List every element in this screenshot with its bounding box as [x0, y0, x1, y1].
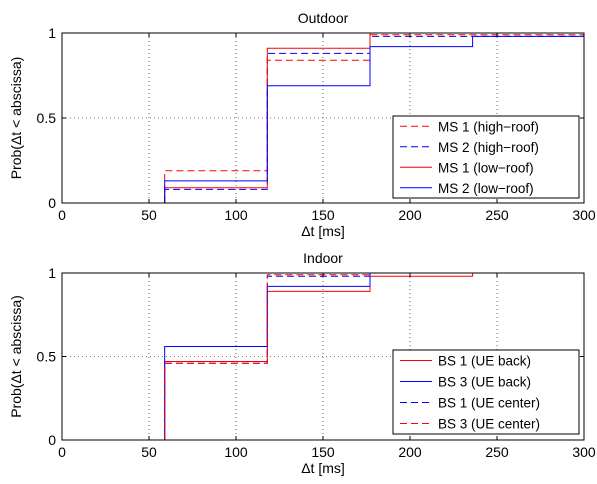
y-tick-label: 0: [48, 195, 56, 211]
x-axis-label: Δt [ms]: [301, 460, 345, 476]
x-tick-label: 300: [572, 207, 596, 223]
series-line-4: [164, 35, 584, 203]
y-tick-label: 0.5: [37, 110, 57, 126]
x-tick-label: 0: [58, 444, 66, 460]
y-tick-label: 0.5: [37, 349, 57, 365]
legend-label-3: BS 1 (UE center): [438, 396, 540, 411]
series-line-4: [164, 272, 584, 440]
chart-panel-1: 0 50 100 150 200 250 300 0 0.5 1 Outdoor Δt [ms] Pro…: [8, 10, 596, 239]
chart-title: Indoor: [303, 250, 343, 266]
x-tick-label: 200: [398, 207, 422, 223]
y-axis-label: Prob(Δt < abscissa): [8, 57, 24, 180]
chart-title: Outdoor: [298, 10, 349, 26]
x-tick-label: 200: [398, 444, 422, 460]
y-tick-label: 1: [48, 265, 56, 281]
x-tick-label: 150: [311, 207, 335, 223]
legend-label-4: BS 3 (UE center): [438, 417, 540, 432]
legend-label-2: BS 3 (UE back): [438, 375, 531, 390]
x-tick-label: 300: [572, 444, 596, 460]
x-tick-label: 150: [311, 444, 335, 460]
x-tick-label: 250: [485, 207, 509, 223]
legend-label-1: MS 1 (high−roof): [438, 119, 539, 134]
chart-panel-2: 0 50 100 150 200 250 300 0 0.5 1 Indoor Δt [ms] Prob…: [8, 250, 596, 476]
x-tick-label: 50: [141, 444, 157, 460]
legend: BS 1 (UE back) BS 3 (UE back) BS 1 (UE cen…: [392, 349, 580, 435]
series-line-1: [164, 272, 584, 440]
legend-label-3: MS 1 (low−roof): [438, 160, 534, 175]
x-tick-label: 250: [485, 444, 509, 460]
y-tick-label: 1: [48, 25, 56, 41]
y-axis-label: Prob(Δt < abscissa): [8, 295, 24, 418]
y-tick-label: 0: [48, 432, 56, 448]
x-tick-label: 50: [141, 207, 157, 223]
x-tick-label: 100: [224, 207, 248, 223]
legend-label-4: MS 2 (low−roof): [438, 181, 534, 196]
legend-box: [392, 115, 580, 199]
legend: MS 1 (high−roof) MS 2 (high−roof) MS 1 (lo…: [392, 115, 580, 199]
legend-box: [392, 349, 580, 435]
legend-label-1: BS 1 (UE back): [438, 354, 531, 369]
x-tick-label: 0: [58, 207, 66, 223]
x-axis-label: Δt [ms]: [301, 223, 345, 239]
x-tick-label: 100: [224, 444, 248, 460]
legend-label-2: MS 2 (high−roof): [438, 140, 539, 155]
